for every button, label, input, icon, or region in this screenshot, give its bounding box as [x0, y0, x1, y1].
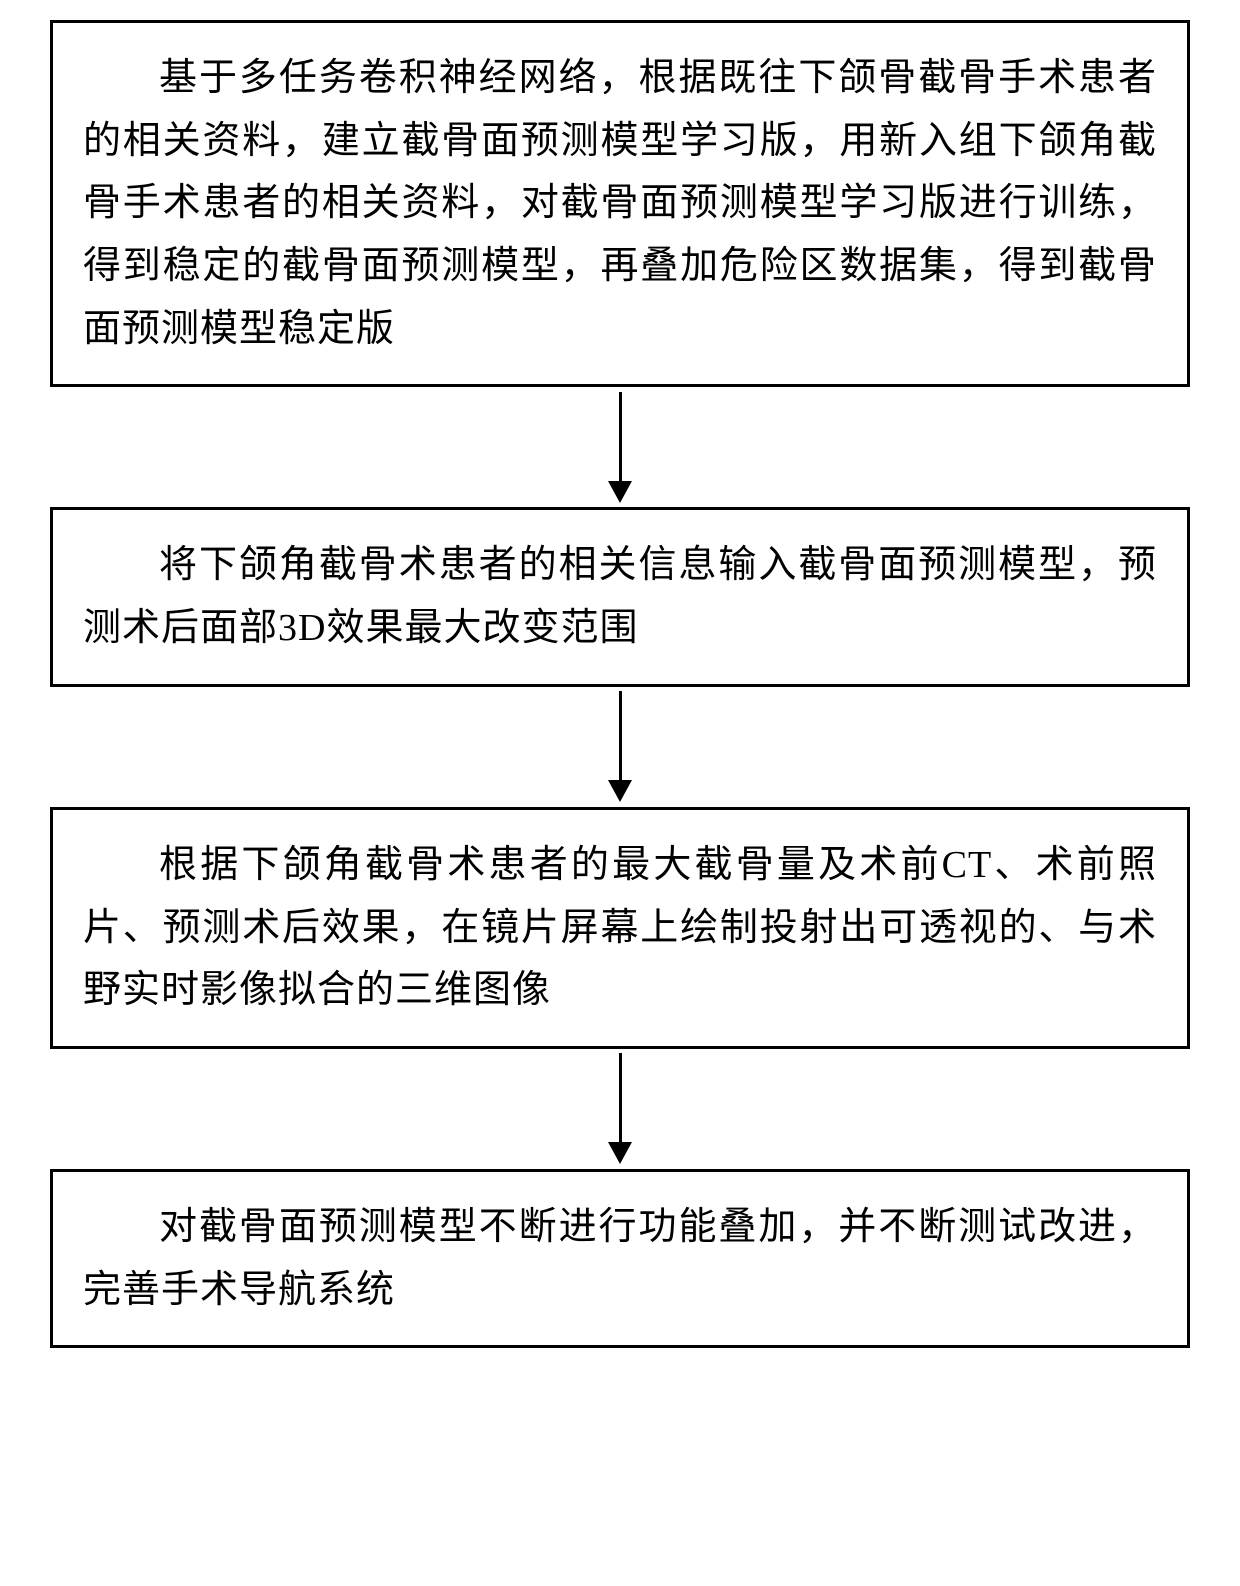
- flow-node-1: 基于多任务卷积神经网络，根据既往下颌骨截骨手术患者的相关资料，建立截骨面预测模型…: [50, 20, 1190, 387]
- arrow-line-icon: [619, 1053, 622, 1143]
- flow-arrow-3: [608, 1049, 632, 1169]
- arrow-line-icon: [619, 392, 622, 482]
- flow-arrow-2: [608, 687, 632, 807]
- flowchart-container: 基于多任务卷积神经网络，根据既往下颌骨截骨手术患者的相关资料，建立截骨面预测模型…: [0, 0, 1240, 1368]
- flow-node-2-text: 将下颌角截骨术患者的相关信息输入截骨面预测模型，预测术后面部3D效果最大改变范围: [83, 544, 1157, 649]
- flow-arrow-1: [608, 387, 632, 507]
- flow-node-2: 将下颌角截骨术患者的相关信息输入截骨面预测模型，预测术后面部3D效果最大改变范围: [50, 507, 1190, 686]
- flow-node-4: 对截骨面预测模型不断进行功能叠加，并不断测试改进，完善手术导航系统: [50, 1169, 1190, 1348]
- flow-node-1-text: 基于多任务卷积神经网络，根据既往下颌骨截骨手术患者的相关资料，建立截骨面预测模型…: [83, 57, 1157, 350]
- arrow-down-icon: [608, 481, 632, 503]
- flow-node-3-text: 根据下颌角截骨术患者的最大截骨量及术前CT、术前照片、预测术后效果，在镜片屏幕上…: [83, 844, 1157, 1011]
- flow-node-4-text: 对截骨面预测模型不断进行功能叠加，并不断测试改进，完善手术导航系统: [83, 1206, 1157, 1311]
- flow-node-3: 根据下颌角截骨术患者的最大截骨量及术前CT、术前照片、预测术后效果，在镜片屏幕上…: [50, 807, 1190, 1049]
- arrow-down-icon: [608, 1142, 632, 1164]
- arrow-line-icon: [619, 691, 622, 781]
- arrow-down-icon: [608, 780, 632, 802]
